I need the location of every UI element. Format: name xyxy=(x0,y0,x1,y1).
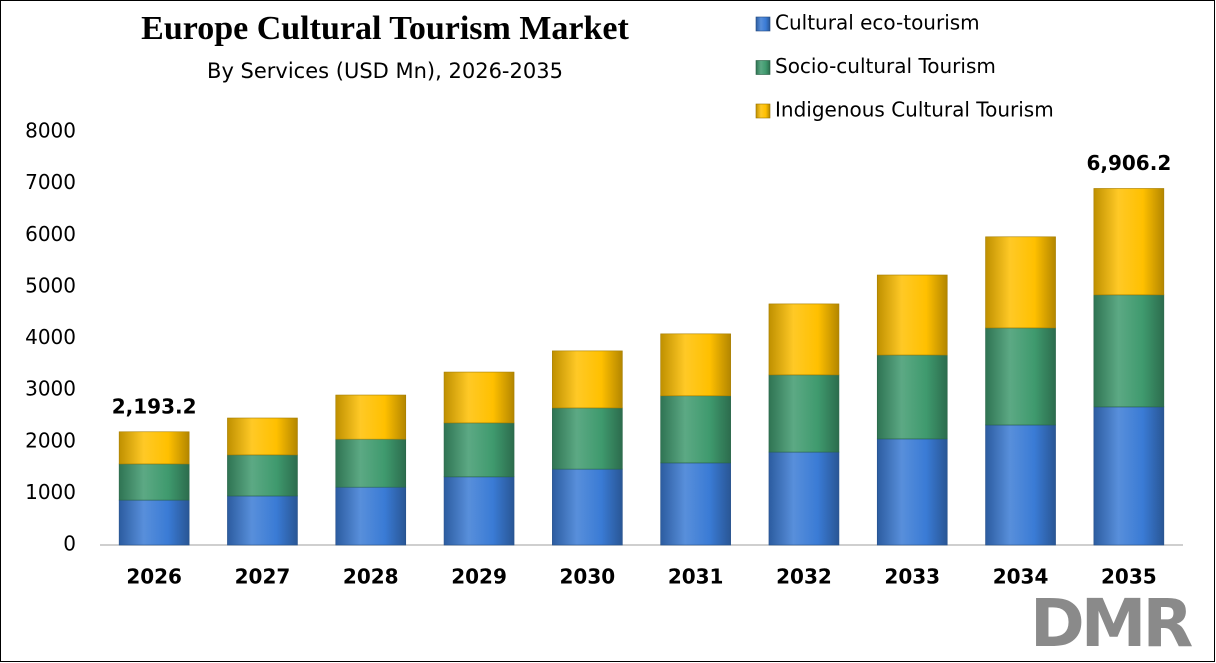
y-tick-label: 1000 xyxy=(25,480,76,504)
bar-segment xyxy=(768,451,840,546)
y-tick-label: 7000 xyxy=(25,170,76,194)
bar-segment xyxy=(876,274,948,356)
bar-segment xyxy=(118,463,190,501)
y-tick-label: 0 xyxy=(63,532,76,556)
x-tick-label: 2032 xyxy=(776,565,832,589)
y-tick-label: 5000 xyxy=(25,273,76,297)
bar-segment xyxy=(660,462,731,546)
bar-segment xyxy=(660,395,731,464)
total-label: 2,193.2 xyxy=(112,394,197,418)
y-tick-label: 3000 xyxy=(25,377,76,401)
bar-segment xyxy=(118,431,190,465)
bar-segment xyxy=(227,417,298,456)
y-tick-label: 4000 xyxy=(25,325,76,349)
bar-segment xyxy=(985,236,1056,329)
chart-title: Europe Cultural Tourism Market xyxy=(141,10,629,47)
legend-label: Cultural eco-tourism xyxy=(775,11,980,35)
legend-label: Socio-cultural Tourism xyxy=(775,54,996,78)
bar-segment xyxy=(1093,294,1165,408)
bar-segment xyxy=(985,424,1056,546)
x-tick-label: 2029 xyxy=(451,565,507,589)
bar-segment xyxy=(335,394,407,440)
total-label: 6,906.2 xyxy=(1086,151,1171,175)
bar-segment xyxy=(552,468,623,546)
x-tick-label: 2028 xyxy=(343,565,399,589)
legend-swatch xyxy=(755,103,771,119)
legend-swatch xyxy=(755,60,771,75)
bar-segment xyxy=(552,350,623,409)
x-tick-label: 2030 xyxy=(560,565,616,589)
bar-segment xyxy=(876,354,948,440)
legend-swatch xyxy=(755,16,771,32)
bar-segment xyxy=(768,374,840,453)
bar-segment xyxy=(1093,406,1165,546)
bar-segment xyxy=(443,371,515,424)
x-tick-label: 2027 xyxy=(235,565,291,589)
bar-segment xyxy=(876,438,948,546)
bar-segment xyxy=(985,327,1056,426)
y-tick-label: 2000 xyxy=(25,428,76,452)
bar-segment xyxy=(443,422,515,478)
bar-segment xyxy=(660,333,731,397)
bar-segment xyxy=(335,486,407,546)
bar-segment xyxy=(443,476,515,546)
y-tick-label: 8000 xyxy=(25,119,76,143)
x-tick-label: 2026 xyxy=(126,565,182,589)
x-tick-label: 2034 xyxy=(993,565,1049,589)
bar-segment xyxy=(227,454,298,497)
x-tick-label: 2035 xyxy=(1101,565,1157,589)
x-tick-label: 2031 xyxy=(668,565,724,589)
chart-subtitle: By Services (USD Mn), 2026-2035 xyxy=(207,59,563,83)
watermark: DMR xyxy=(1030,585,1192,662)
bar-segment xyxy=(118,499,190,546)
bar-segment xyxy=(335,438,407,488)
legend-label: Indigenous Cultural Tourism xyxy=(775,98,1054,122)
bar-segment xyxy=(227,495,298,546)
bar-segment xyxy=(768,303,840,376)
bar-segment xyxy=(1093,188,1165,296)
bar-segment xyxy=(552,407,623,470)
x-tick-label: 2033 xyxy=(884,565,940,589)
y-tick-label: 6000 xyxy=(25,222,76,246)
